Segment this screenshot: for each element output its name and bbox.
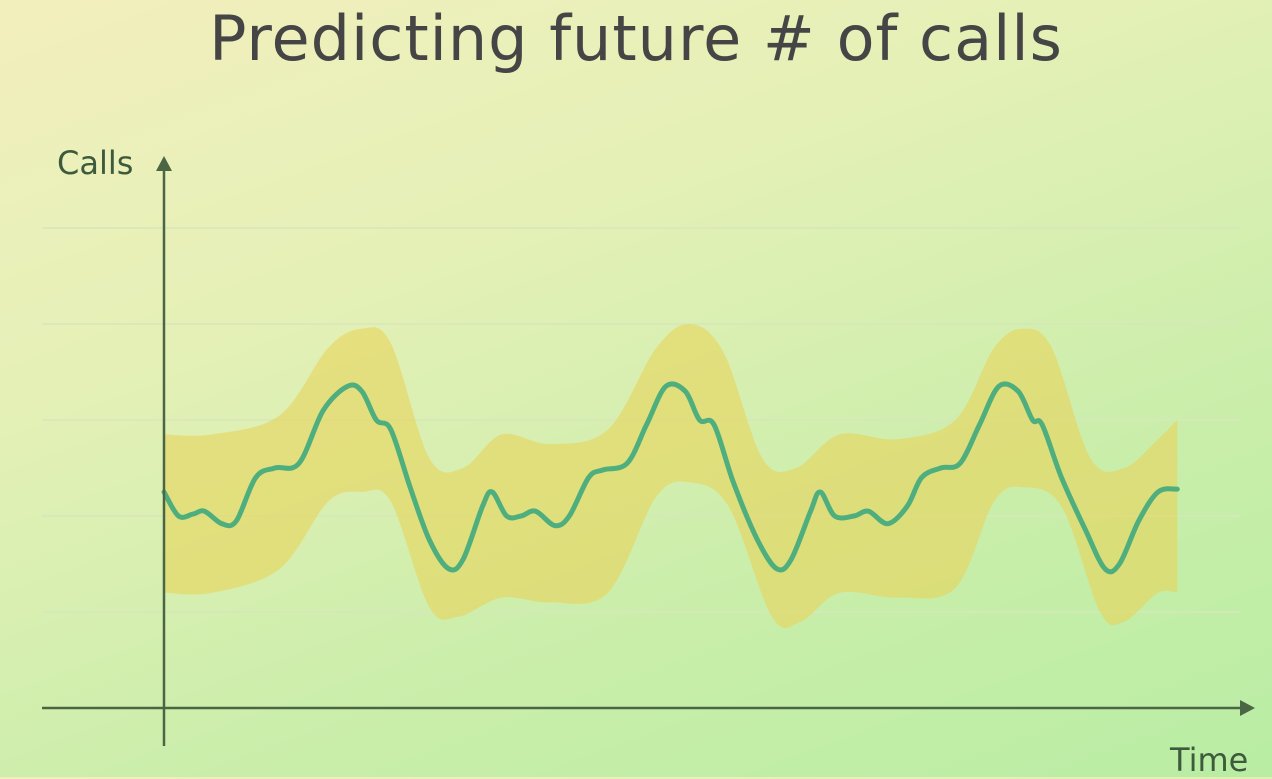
chart-title: Predicting future # of calls [209,2,1063,75]
confidence-band [164,323,1178,629]
calls-series-line [161,381,1180,575]
axes [42,156,1255,746]
x-axis-label: Time [1170,741,1249,779]
y-axis-label: Calls [57,144,134,182]
x-axis-arrow-icon [1240,700,1255,716]
y-axis-arrow-icon [156,156,172,171]
